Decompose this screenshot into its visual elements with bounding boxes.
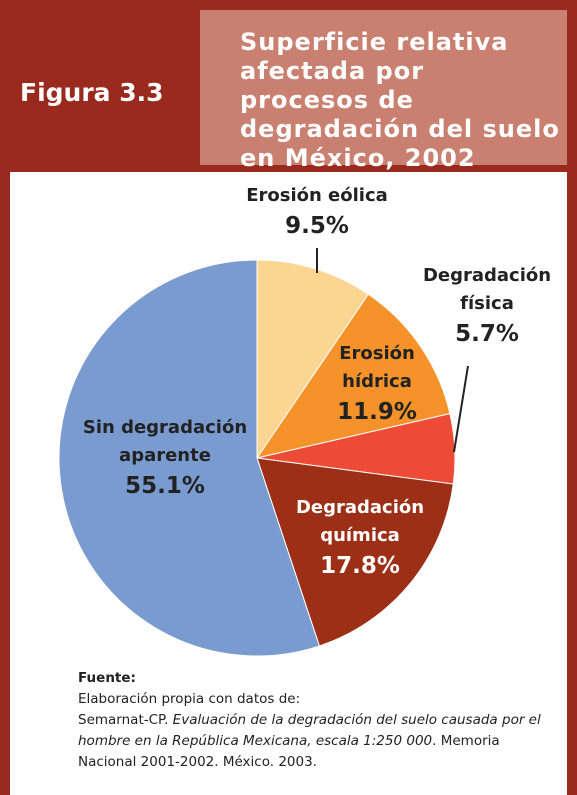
slice-label: Erosión hídrica 11.9%	[322, 340, 432, 428]
chart-title: Superficie relativa afectada por proceso…	[240, 28, 560, 172]
slice-label: Erosión eólica 9.5%	[242, 182, 392, 242]
value-label: 17.8%	[320, 553, 400, 579]
source-prefix: Semarnat-CP.	[78, 712, 169, 728]
source-suffix: . Memoria Nacional 2001-2002. México. 20…	[78, 733, 500, 770]
category-label: Degradación química	[295, 497, 425, 546]
pie-slice	[255, 293, 451, 459]
source-citation: Semarnat-CP. Evaluación de la degradació…	[78, 710, 548, 773]
category-label: Degradación física	[422, 265, 552, 314]
value-label: 55.1%	[125, 473, 205, 499]
figure-label: Figura 3.3	[20, 78, 164, 107]
category-label: Erosión hídrica	[339, 343, 415, 392]
slice-label: Sin degradación aparente 55.1%	[70, 414, 260, 502]
source-line: Elaboración propia con datos de:	[78, 691, 301, 707]
source-italic: Evaluación de la degradación del suelo c…	[78, 712, 541, 749]
pie-slice	[58, 259, 320, 657]
pie-slice	[256, 457, 454, 647]
value-label: 5.7%	[455, 321, 519, 347]
slice-label: Degradación física 5.7%	[417, 262, 557, 350]
title-box: Superficie relativa afectada por proceso…	[200, 10, 567, 172]
slice-label: Degradación química 17.8%	[285, 494, 435, 582]
source-label: Fuente:	[78, 670, 136, 686]
value-label: 9.5%	[285, 213, 349, 239]
source: Fuente: Elaboración propia con datos de:…	[78, 668, 548, 773]
pie-slice	[256, 259, 369, 460]
value-label: 11.9%	[337, 399, 417, 425]
category-label: Erosión eólica	[246, 185, 388, 206]
leader-line	[453, 365, 469, 453]
category-label: Sin degradación aparente	[82, 417, 248, 466]
